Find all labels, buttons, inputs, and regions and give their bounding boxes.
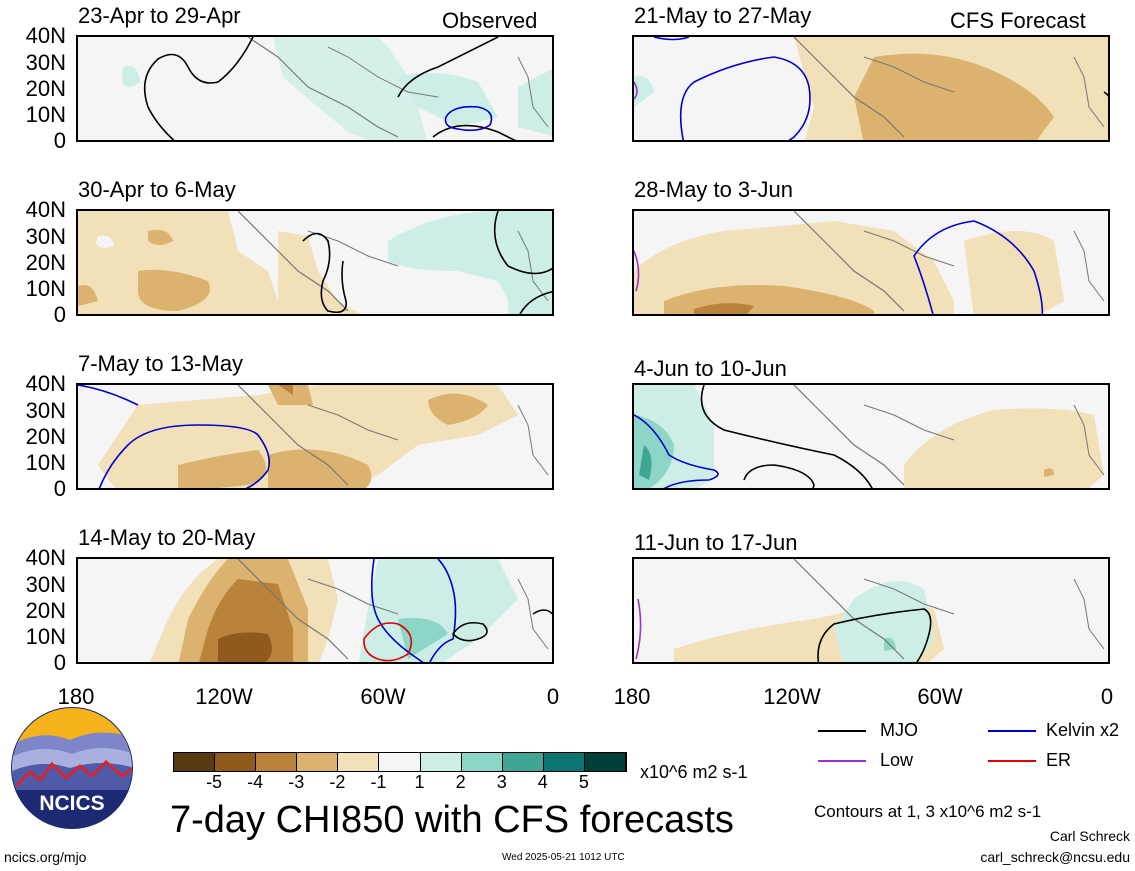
lat-label: 10N [25, 102, 66, 127]
colorbar-swatch [584, 753, 627, 771]
colorbar-swatch [256, 753, 298, 771]
colorbar-tick-label: 4 [537, 772, 548, 792]
logo-text: NCICS [39, 792, 104, 815]
panel-title-fcst-4: 11-Jun to 17-Jun [634, 530, 798, 555]
lon-label: 120W [763, 684, 821, 709]
legend-swatch-low [818, 760, 866, 762]
colorbar-swatch [338, 753, 380, 771]
lon-label: 60W [360, 684, 406, 709]
lat-label: 20N [25, 76, 66, 101]
footer-url[interactable]: ncics.org/mjo [4, 849, 87, 865]
lat-label: 20N [25, 424, 66, 449]
colorbar-swatch [215, 753, 257, 771]
colorbar-tick-label: 5 [578, 772, 589, 792]
footer-timestamp: Wed 2025-05-21 1012 UTC [502, 852, 625, 863]
colorbar-tick-label: -3 [288, 772, 305, 792]
lat-label: 30N [25, 572, 66, 597]
lat-label: 0 [53, 302, 66, 327]
lon-label: 0 [1100, 684, 1114, 709]
lat-label: 30N [25, 224, 66, 249]
contours-note: Contours at 1, 3 x10^6 m2 s-1 [814, 802, 1042, 821]
lat-label: 40N [25, 23, 66, 48]
lat-label: 10N [25, 450, 66, 475]
panel-title-fcst-1: 21-May to 27-May [634, 3, 812, 28]
map-panel-obs-1 [76, 35, 554, 142]
colorbar-swatch [502, 753, 544, 771]
colorbar-tick-label: -1 [370, 772, 387, 792]
lat-label: 20N [25, 598, 66, 623]
lat-label: 40N [25, 545, 66, 570]
main-title: 7-day CHI850 with CFS forecasts [170, 799, 734, 841]
map-panel-fcst-2 [632, 209, 1110, 316]
map-panel-obs-3 [76, 383, 554, 490]
panel-title-obs-4: 14-May to 20-May [78, 525, 256, 550]
lon-label: 0 [546, 684, 560, 709]
colorbar-tick-label: 2 [455, 772, 466, 792]
panel-title-obs-3: 7-May to 13-May [78, 351, 244, 376]
cfs-forecast-label: CFS Forecast [950, 8, 1086, 33]
legend-label-low: Low [880, 750, 914, 770]
legend-label-er: ER [1046, 750, 1072, 770]
colorbar-swatch [297, 753, 339, 771]
legend-label-kelvin: Kelvin x2 [1046, 720, 1120, 740]
colorbar-tick-label: 3 [496, 772, 507, 792]
map-panel-obs-4 [76, 557, 554, 664]
map-panel-fcst-1 [632, 35, 1110, 142]
lat-label: 0 [53, 476, 66, 501]
panel-title-obs-1: 23-Apr to 29-Apr [78, 3, 241, 28]
lat-label: 20N [25, 250, 66, 275]
lat-label: 10N [25, 624, 66, 649]
lat-label: 10N [25, 276, 66, 301]
colorbar-unit: x10^6 m2 s-1 [640, 762, 748, 782]
observed-label: Observed [442, 8, 538, 33]
legend-swatch-er [988, 760, 1036, 762]
colorbar-tick-label: -4 [247, 772, 264, 792]
lat-label: 30N [25, 398, 66, 423]
lon-label: 180 [57, 684, 95, 709]
colorbar-swatch [420, 753, 462, 771]
footer-author: Carl Schreck [1049, 828, 1130, 844]
colorbar [173, 752, 627, 772]
legend-swatch-kelvin [988, 730, 1036, 732]
colorbar-tick-label: -2 [329, 772, 346, 792]
lat-label: 40N [25, 197, 66, 222]
lat-label: 0 [53, 128, 66, 153]
lon-label: 180 [613, 684, 651, 709]
map-panel-fcst-3 [632, 383, 1110, 490]
panel-title-fcst-3: 4-Jun to 10-Jun [634, 356, 787, 381]
legend-label-mjo: MJO [880, 720, 918, 740]
colorbar-tick-label: 1 [414, 772, 425, 792]
colorbar-swatch [174, 753, 216, 771]
lat-label: 30N [25, 50, 66, 75]
ncics-logo: NCICS [10, 706, 134, 830]
lat-label: 40N [25, 371, 66, 396]
footer-email[interactable]: carl_schreck@ncsu.edu [980, 849, 1130, 865]
colorbar-swatch [543, 753, 585, 771]
panel-title-fcst-2: 28-May to 3-Jun [634, 177, 793, 202]
map-panel-fcst-4 [632, 557, 1110, 664]
colorbar-swatch [461, 753, 503, 771]
lon-label: 60W [917, 684, 963, 709]
colorbar-tick-label: -5 [206, 772, 223, 792]
lat-label: 0 [53, 650, 66, 675]
map-panel-obs-2 [76, 209, 554, 316]
lon-label: 120W [195, 684, 253, 709]
colorbar-swatch [379, 753, 421, 771]
panel-title-obs-2: 30-Apr to 6-May [78, 177, 236, 202]
legend-swatch-mjo [818, 730, 866, 732]
